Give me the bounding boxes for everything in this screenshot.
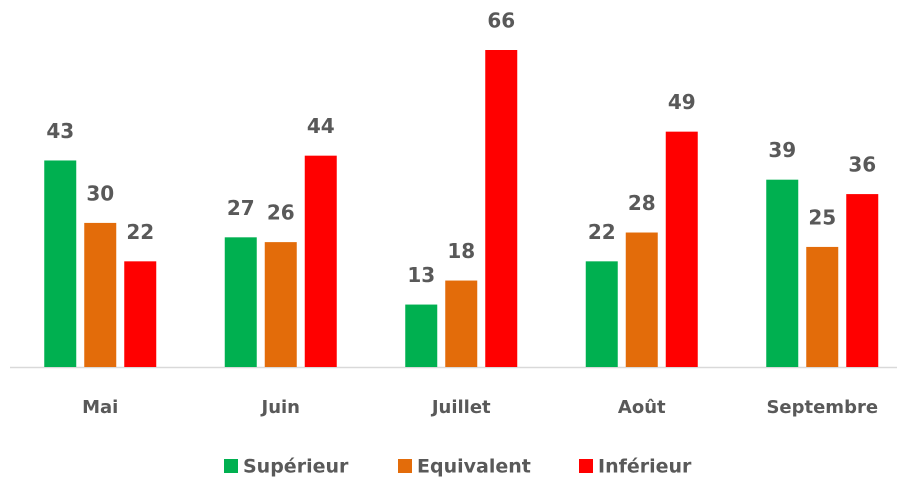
data-label: 30	[86, 181, 114, 205]
data-label: 44	[307, 114, 335, 138]
bar	[405, 304, 438, 367]
bar	[485, 50, 518, 367]
bar	[585, 261, 618, 367]
legend-label: Supérieur	[243, 456, 349, 478]
legend-swatch	[579, 459, 593, 473]
bar	[224, 237, 257, 367]
data-label: 26	[267, 201, 295, 225]
data-label: 22	[588, 220, 616, 244]
x-tick-label: Juillet	[430, 397, 491, 418]
data-label: 28	[628, 191, 656, 215]
data-label: 18	[447, 239, 475, 263]
bar	[304, 155, 337, 367]
bar	[806, 246, 839, 367]
data-label: 13	[407, 263, 435, 287]
legend-swatch	[224, 459, 238, 473]
bar	[445, 280, 478, 367]
bar	[665, 131, 698, 367]
bar	[766, 179, 799, 367]
x-tick-label: Août	[618, 397, 666, 418]
data-label: 49	[668, 90, 696, 114]
data-label: 36	[848, 153, 876, 177]
bar	[625, 232, 658, 367]
data-label: 25	[808, 205, 836, 229]
data-label: 43	[46, 119, 74, 143]
bar	[84, 222, 117, 367]
bar	[44, 160, 77, 367]
data-label: 22	[126, 220, 154, 244]
x-tick-label: Mai	[82, 397, 118, 418]
legend-label: Equivalent	[417, 456, 531, 478]
data-label: 66	[487, 9, 515, 33]
x-tick-label: Septembre	[766, 397, 878, 418]
bar	[124, 261, 157, 367]
x-tick-label: Juin	[260, 397, 301, 418]
data-label: 27	[227, 196, 255, 220]
data-label: 39	[768, 138, 796, 162]
bar	[264, 242, 297, 367]
bar	[846, 194, 879, 367]
legend-label: Inférieur	[598, 456, 692, 478]
legend-swatch	[398, 459, 412, 473]
